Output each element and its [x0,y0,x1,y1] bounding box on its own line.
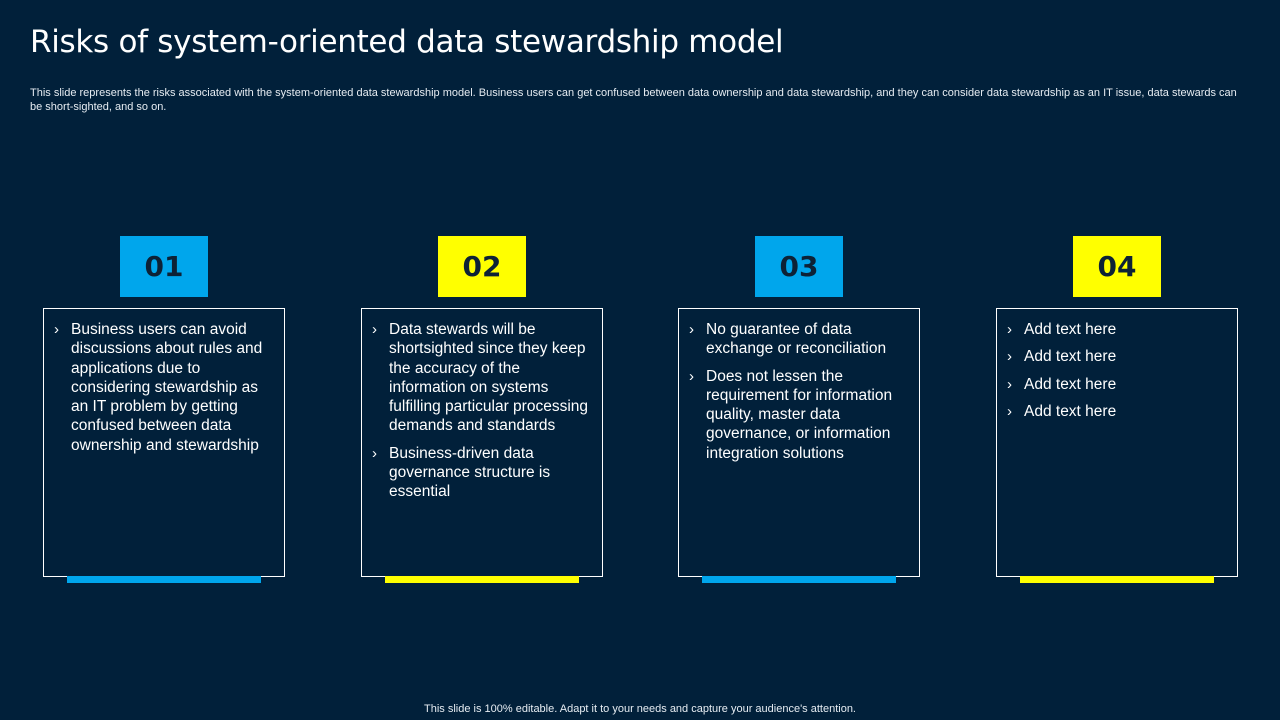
list-item: › No guarantee of data exchange or reconc… [689,320,911,359]
bullet-text: Data stewards will be shortsighted since… [389,321,589,435]
card-accent-bar [1020,576,1214,583]
chevron-right-icon: › [1007,348,1012,366]
list-item: › Data stewards will be shortsighted sinc… [372,320,594,436]
chevron-right-icon: › [372,321,377,338]
slide-title: Risks of system-oriented data stewardshi… [30,24,784,60]
list-item: › Business-driven data governance structu… [372,444,594,502]
card-accent-bar [385,576,579,583]
card-text-box: › No guarantee of data exchange or reconc… [678,308,920,577]
card-accent-bar [67,576,261,583]
chevron-right-icon: › [1007,402,1012,420]
card-number-badge: 02 [438,236,526,297]
bullet-text: Does not lessen the requirement for info… [706,367,893,462]
card-03: 03 › No guarantee of data exchange or rec… [678,236,922,586]
list-item: › Business users can avoid discussions ab… [54,320,276,455]
chevron-right-icon: › [1007,375,1012,393]
bullet-text: Add text here [1024,348,1117,366]
card-02: 02 › Data stewards will be shortsighted s… [361,236,605,586]
list-item: › Add text here [1007,402,1229,421]
card-04: 04 › Add text here › Add text here › Add te… [996,236,1240,586]
chevron-right-icon: › [372,444,377,462]
chevron-right-icon: › [689,321,694,338]
card-number-badge: 03 [755,236,843,297]
card-number-badge: 01 [120,236,208,297]
chevron-right-icon: › [689,367,694,385]
list-item: › Does not lessen the requirement for inf… [689,367,911,463]
list-item: › Add text here [1007,375,1229,394]
list-item: › Add text here [1007,347,1229,366]
chevron-right-icon: › [1007,321,1012,338]
bullet-text: Add text here [1024,375,1117,393]
card-text-box: › Add text here › Add text here › Add text … [996,308,1238,577]
bullet-text: No guarantee of data exchange or reconci… [706,321,887,358]
card-accent-bar [702,576,896,583]
card-text-box: › Data stewards will be shortsighted sinc… [361,308,603,577]
card-text-box: › Business users can avoid discussions ab… [43,308,285,577]
bullet-text: Business-driven data governance structur… [389,444,551,501]
chevron-right-icon: › [54,321,59,338]
bullet-text: Add text here [1024,402,1117,420]
slide-subtitle: This slide represents the risks associat… [30,87,1237,113]
bullet-text: Add text here [1024,321,1117,338]
bullet-text: Business users can avoid discussions abo… [71,321,263,454]
card-number-badge: 04 [1073,236,1161,297]
slide-footer: This slide is 100% editable. Adapt it to… [424,703,856,715]
card-01: 01 › Business users can avoid discussions… [43,236,287,586]
list-item: › Add text here [1007,320,1229,339]
